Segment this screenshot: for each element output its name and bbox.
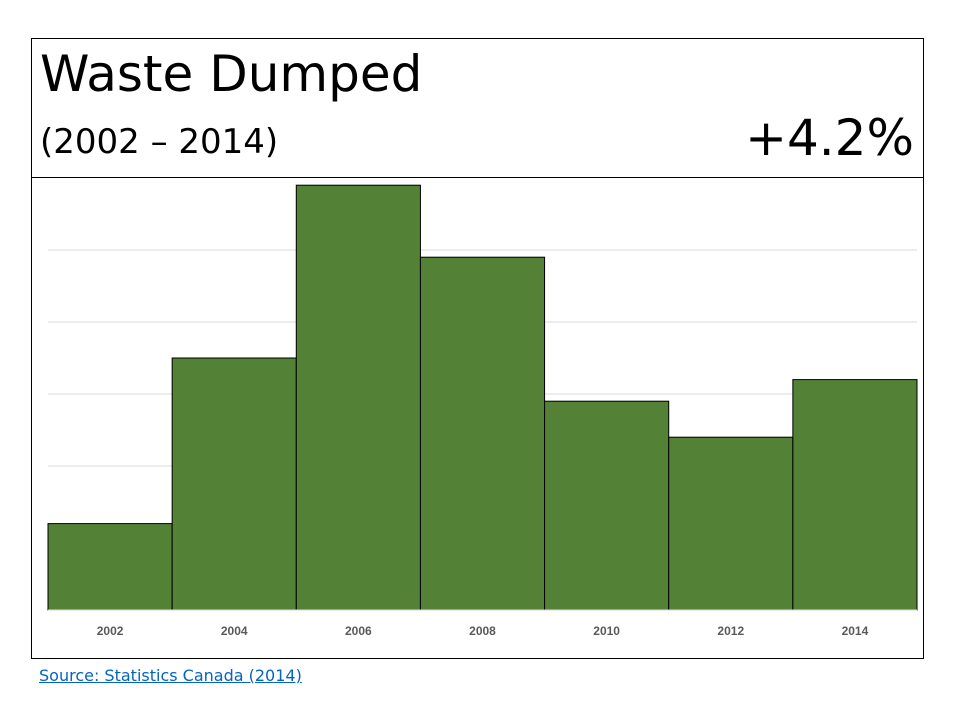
bar-2004 [171, 357, 297, 611]
bar-2008 [419, 256, 546, 611]
x-tick-label: 2014 [842, 624, 869, 638]
x-tick-label: 2008 [469, 624, 496, 638]
slide-title: Waste Dumped [40, 45, 423, 103]
bar-2006 [295, 184, 421, 611]
slide-subtitle: (2002 – 2014) [40, 122, 279, 162]
x-tick-label: 2010 [593, 624, 620, 638]
header-divider [31, 177, 924, 178]
bar-2014 [792, 379, 918, 611]
x-tick-label: 2012 [717, 624, 744, 638]
x-tick-label: 2002 [97, 624, 124, 638]
x-tick-label: 2004 [221, 624, 248, 638]
bar-2010 [544, 400, 670, 611]
x-tick-label: 2006 [345, 624, 372, 638]
source-link[interactable]: Source: Statistics Canada (2014) [39, 666, 302, 685]
x-tick-labels: 2002 2004 2006 2008 2010 2012 2014 [97, 624, 869, 638]
percent-change: +4.2% [745, 109, 914, 167]
bar-2012 [668, 436, 794, 611]
bar-2002 [47, 523, 173, 611]
bars [47, 184, 918, 611]
